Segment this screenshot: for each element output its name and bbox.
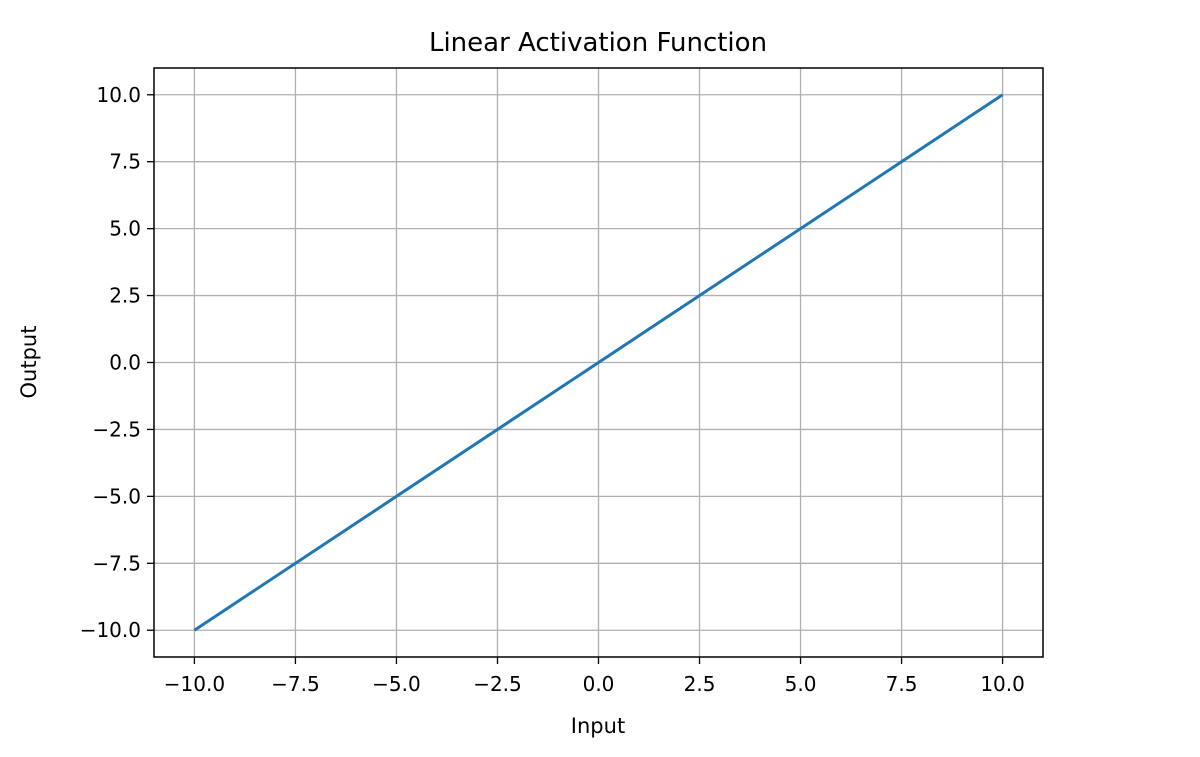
x-tick-label: 5.0 — [785, 672, 817, 696]
x-tick-label: 2.5 — [684, 672, 716, 696]
x-tick-label: −5.0 — [372, 672, 421, 696]
y-tick-label: −5.0 — [92, 484, 141, 508]
y-tick-label: −7.5 — [92, 551, 141, 575]
x-axis-label: Input — [571, 714, 625, 738]
x-tick-label: 7.5 — [886, 672, 918, 696]
axis-ticks: −10.0 −7.5 −5.0 −2.5 0.0 2.5 5.0 7.5 10.0 −10.0 −7… — [80, 83, 1025, 696]
y-tick-label: −2.5 — [92, 417, 141, 441]
series-layer — [193, 93, 1004, 632]
y-tick-label: 2.5 — [109, 284, 141, 308]
x-tick-label: −2.5 — [473, 672, 522, 696]
y-tick-label: 10.0 — [96, 83, 141, 107]
y-tick-label: 7.5 — [109, 150, 141, 174]
x-tick-label: −10.0 — [164, 672, 225, 696]
y-tick-label: 0.0 — [109, 351, 141, 375]
x-tick-label: 10.0 — [980, 672, 1025, 696]
series-line — [193, 93, 1004, 632]
x-tick-label: 0.0 — [583, 672, 615, 696]
chart-title: Linear Activation Function — [429, 28, 767, 58]
y-tick-label: 5.0 — [109, 217, 141, 241]
y-tick-label: −10.0 — [80, 618, 141, 642]
x-tick-label: −7.5 — [271, 672, 320, 696]
y-axis-label: Output — [17, 326, 41, 399]
